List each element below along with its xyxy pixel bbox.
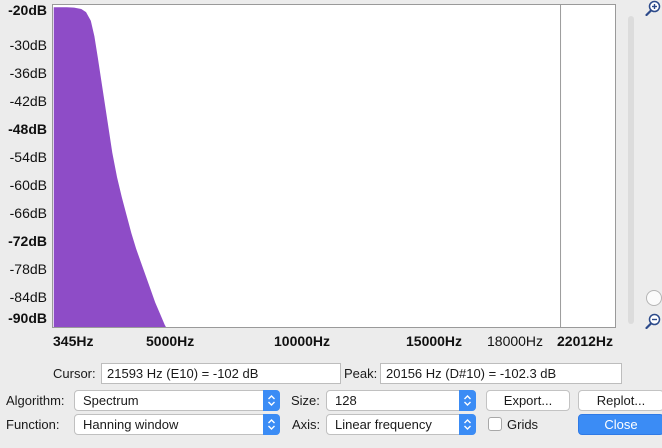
chevron-up-down-icon bbox=[268, 395, 275, 406]
algorithm-stepper[interactable] bbox=[263, 390, 280, 411]
chevron-up-down-icon bbox=[268, 419, 275, 430]
function-label: Function: bbox=[6, 417, 60, 432]
y-tick-label: -90dB bbox=[8, 310, 47, 326]
axis-value: Linear frequency bbox=[335, 417, 432, 432]
x-tick-label: 22012Hz bbox=[557, 333, 614, 349]
spectrum-svg bbox=[53, 5, 562, 327]
chevron-up-down-icon bbox=[464, 395, 471, 406]
replot-button[interactable]: Replot... bbox=[578, 390, 662, 411]
axis-stepper[interactable] bbox=[459, 414, 476, 435]
x-tick-label: 18000Hz bbox=[487, 333, 544, 349]
x-tick-label: 15000Hz bbox=[406, 333, 463, 349]
algorithm-label: Algorithm: bbox=[6, 393, 65, 408]
function-select[interactable]: Hanning window bbox=[74, 414, 280, 435]
y-tick-label: -42dB bbox=[9, 93, 47, 109]
y-tick-label: -72dB bbox=[8, 233, 47, 249]
algorithm-value: Spectrum bbox=[83, 393, 139, 408]
y-tick-label: -36dB bbox=[9, 65, 47, 81]
y-tick-label: -54dB bbox=[9, 149, 47, 165]
peak-label: Peak: bbox=[344, 366, 378, 381]
zoom-out-icon[interactable] bbox=[645, 313, 661, 329]
close-button[interactable]: Close bbox=[578, 414, 662, 435]
cursor-label: Cursor: bbox=[53, 366, 96, 381]
y-tick-label: -78dB bbox=[9, 261, 47, 277]
cursor-readout: 21593 Hz (E10) = -102 dB bbox=[101, 363, 341, 384]
zoom-slider-thumb[interactable] bbox=[646, 290, 662, 306]
grids-checkbox[interactable] bbox=[488, 417, 502, 431]
spectrum-plot[interactable] bbox=[52, 4, 616, 328]
chevron-up-down-icon bbox=[464, 419, 471, 430]
y-tick-label: -84dB bbox=[9, 289, 47, 305]
x-tick-label: 10000Hz bbox=[274, 333, 331, 349]
y-tick-label: -60dB bbox=[9, 177, 47, 193]
spectrum-area bbox=[53, 7, 166, 327]
size-select[interactable]: 128 bbox=[326, 390, 476, 411]
zoom-in-icon[interactable] bbox=[645, 0, 661, 16]
export-button[interactable]: Export... bbox=[486, 390, 570, 411]
y-tick-label: -30dB bbox=[9, 37, 47, 53]
axis-select[interactable]: Linear frequency bbox=[326, 414, 476, 435]
peak-readout: 20156 Hz (D#10) = -102.3 dB bbox=[380, 363, 622, 384]
y-tick-label: -66dB bbox=[9, 205, 47, 221]
y-tick-label: -48dB bbox=[8, 121, 47, 137]
size-stepper[interactable] bbox=[459, 390, 476, 411]
function-value: Hanning window bbox=[83, 417, 179, 432]
function-stepper[interactable] bbox=[263, 414, 280, 435]
axis-label: Axis: bbox=[292, 417, 321, 432]
zoom-slider-track[interactable] bbox=[628, 16, 634, 324]
y-tick-label: -20dB bbox=[8, 2, 47, 18]
grids-label[interactable]: Grids bbox=[507, 417, 539, 432]
x-tick-label: 5000Hz bbox=[146, 333, 195, 349]
x-tick-label: 345Hz bbox=[53, 333, 94, 349]
size-value: 128 bbox=[335, 393, 357, 408]
algorithm-select[interactable]: Spectrum bbox=[74, 390, 280, 411]
size-label: Size: bbox=[291, 393, 320, 408]
